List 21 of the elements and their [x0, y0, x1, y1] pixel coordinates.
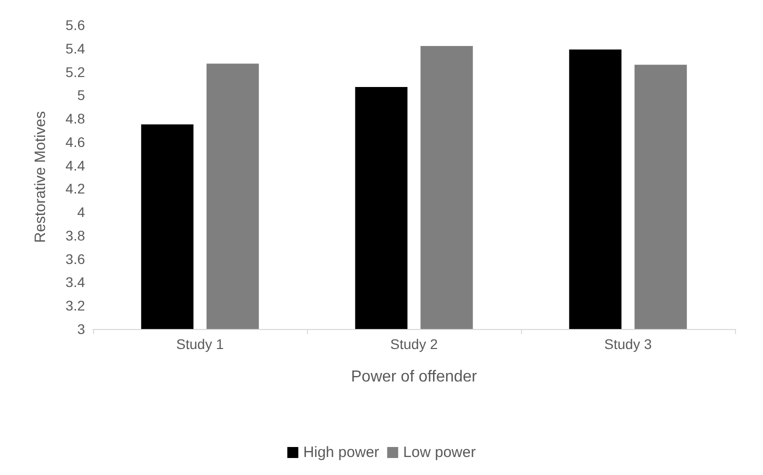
y-axis-title: Restorative Motives: [32, 111, 49, 243]
y-tick-label: 5: [77, 87, 86, 104]
y-tick-label: 5.6: [66, 17, 86, 33]
x-tick-label: Study 3: [604, 336, 652, 352]
legend-label: Low power: [403, 444, 476, 461]
y-tick-label: 3.6: [66, 250, 86, 267]
y-tick-label: 3.4: [66, 274, 86, 290]
x-axis-title: Power of offender: [350, 368, 478, 386]
y-tick-label: 3: [77, 321, 86, 337]
x-tick-label: Study 1: [176, 336, 224, 352]
y-tick-label: 4.4: [66, 157, 86, 174]
y-tick-label: 3.8: [66, 227, 86, 244]
y-tick-label: 5.2: [66, 64, 86, 80]
x-tick-label: Study 2: [390, 336, 438, 352]
legend-label: High power: [303, 444, 380, 461]
y-tick-label: 4.8: [66, 110, 86, 127]
y-tick-label: 4: [77, 204, 86, 220]
y-tick-label: 5.4: [66, 40, 86, 56]
y-tick-label: 4.6: [66, 134, 86, 150]
y-tick-label: 3.2: [66, 298, 86, 314]
y-tick-label: 4.2: [66, 180, 86, 197]
